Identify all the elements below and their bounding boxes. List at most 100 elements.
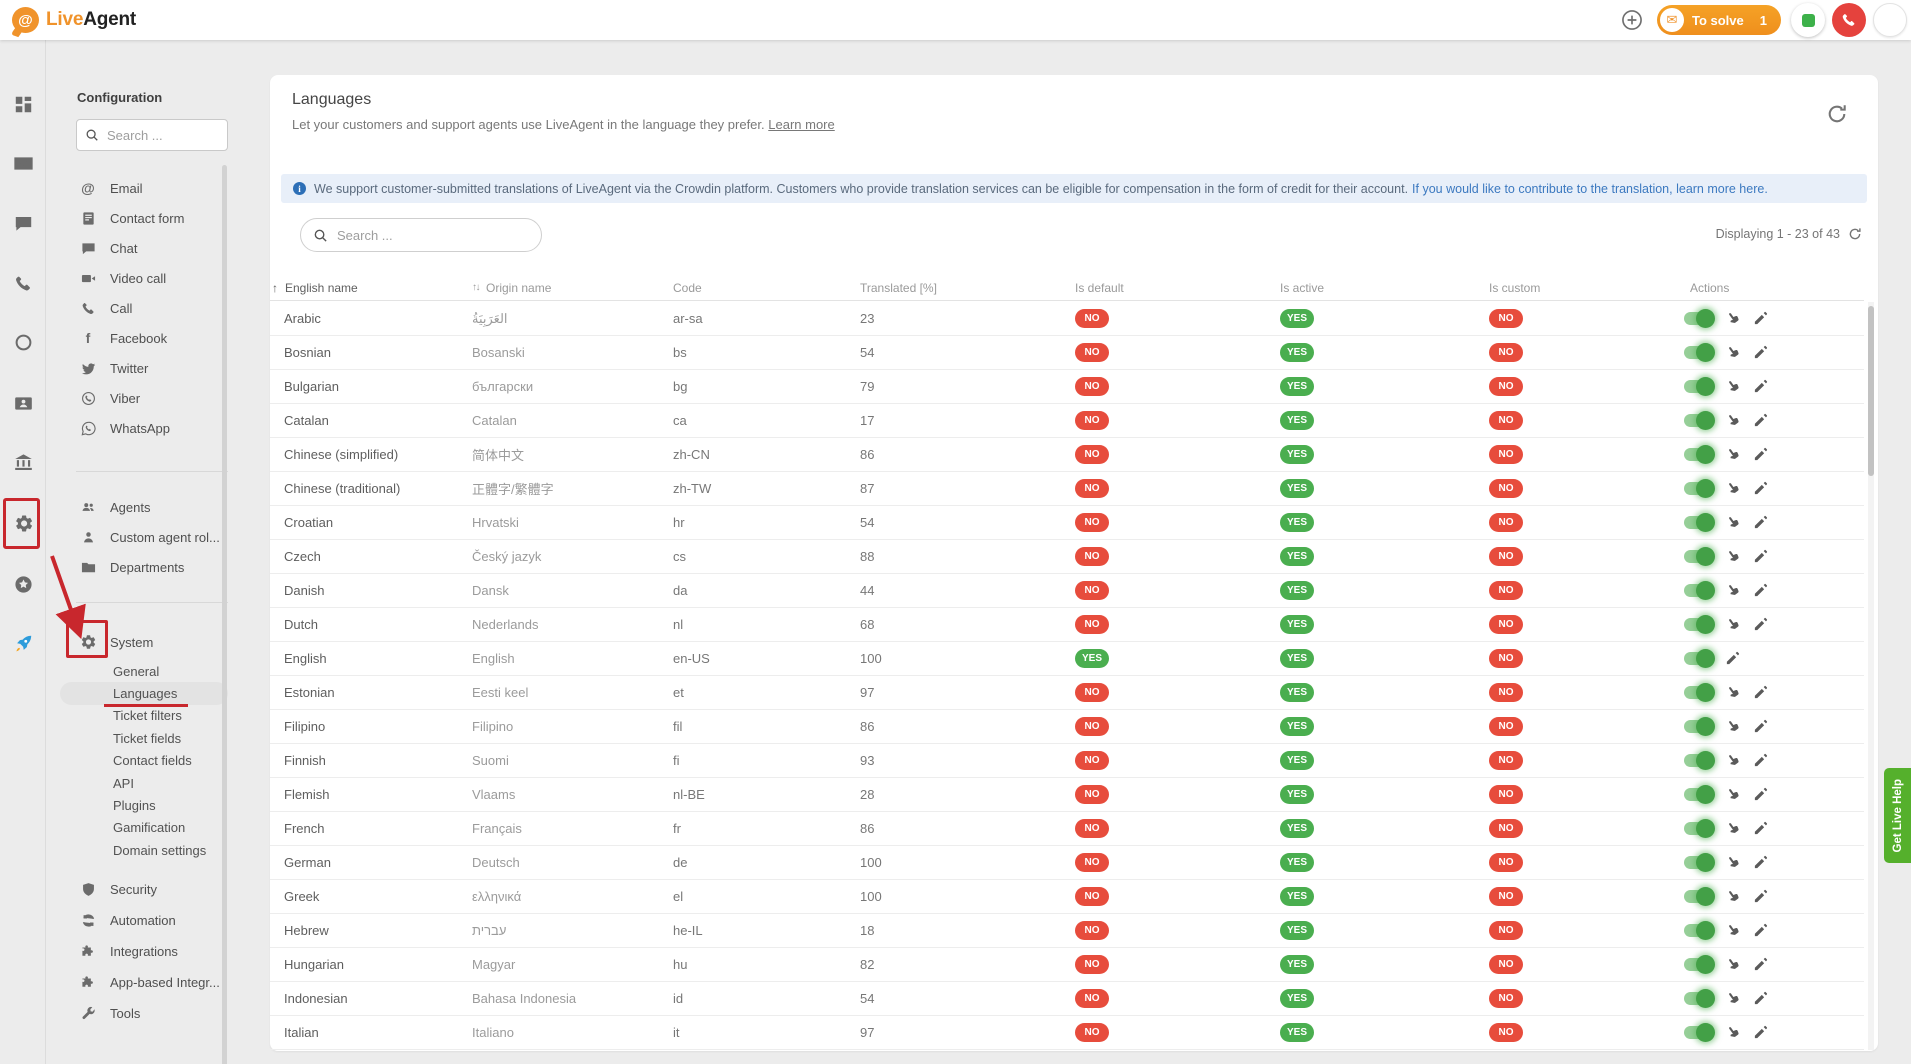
table-search-input[interactable] — [337, 227, 529, 243]
rail-dashboard-button[interactable] — [10, 91, 36, 117]
rail-chat-button[interactable] — [10, 210, 36, 236]
set-default-hand-icon[interactable] — [1725, 719, 1740, 734]
edit-pencil-icon[interactable] — [1753, 481, 1768, 496]
active-toggle[interactable] — [1684, 989, 1715, 1008]
set-default-hand-icon[interactable] — [1725, 345, 1740, 360]
plus-circle-icon[interactable] — [1621, 9, 1643, 31]
active-toggle[interactable] — [1684, 955, 1715, 974]
banner-link[interactable]: If you would like to contribute to the t… — [1412, 181, 1768, 196]
active-toggle[interactable] — [1684, 853, 1715, 872]
call-status-button[interactable] — [1832, 3, 1866, 37]
edit-pencil-icon[interactable] — [1753, 889, 1768, 904]
active-toggle[interactable] — [1684, 547, 1715, 566]
rail-circle-button[interactable] — [10, 329, 36, 355]
sidebar-item-ticket-filters[interactable]: Ticket filters — [113, 708, 182, 724]
rail-rocket-button[interactable] — [10, 630, 36, 656]
set-default-hand-icon[interactable] — [1725, 311, 1740, 326]
set-default-hand-icon[interactable] — [1725, 923, 1740, 938]
edit-pencil-icon[interactable] — [1753, 991, 1768, 1006]
edit-pencil-icon[interactable] — [1753, 753, 1768, 768]
set-default-hand-icon[interactable] — [1725, 481, 1740, 496]
sidebar-item-plugins[interactable]: Plugins — [113, 798, 156, 814]
set-default-hand-icon[interactable] — [1725, 1025, 1740, 1040]
sidebar-item-ticket-fields[interactable]: Ticket fields — [113, 730, 182, 746]
get-live-help-tab[interactable]: Get Live Help — [1884, 768, 1911, 863]
edit-pencil-icon[interactable] — [1753, 583, 1768, 598]
edit-pencil-icon[interactable] — [1753, 311, 1768, 326]
edit-pencil-icon[interactable] — [1753, 923, 1768, 938]
header-origin-name[interactable]: ↑↓ Origin name — [472, 280, 552, 295]
chat-status-button[interactable] — [1791, 3, 1825, 37]
header-translated[interactable]: Translated [%] — [860, 280, 937, 295]
edit-pencil-icon[interactable] — [1753, 447, 1768, 462]
edit-pencil-icon[interactable] — [1753, 855, 1768, 870]
header-english-name[interactable]: ↑ English name — [272, 280, 358, 295]
rail-gear-button[interactable] — [10, 510, 36, 536]
set-default-hand-icon[interactable] — [1725, 753, 1740, 768]
sidebar-item-custom-agent-rol[interactable]: Custom agent rol... — [46, 522, 232, 552]
edit-pencil-icon[interactable] — [1753, 821, 1768, 836]
sidebar-item-twitter[interactable]: Twitter — [46, 353, 232, 383]
sidebar-item-integrations[interactable]: Integrations — [46, 936, 232, 967]
active-toggle[interactable] — [1684, 887, 1715, 906]
set-default-hand-icon[interactable] — [1725, 855, 1740, 870]
rail-bank-button[interactable] — [10, 449, 36, 475]
table-search[interactable] — [300, 218, 542, 252]
sidebar-item-email[interactable]: @ Email — [46, 173, 232, 203]
set-default-hand-icon[interactable] — [1725, 821, 1740, 836]
liveagent-logo[interactable]: @ LiveAgent — [10, 7, 136, 38]
sidebar-item-contact-fields[interactable]: Contact fields — [113, 753, 192, 769]
sidebar-item-automation[interactable]: Automation — [46, 905, 232, 936]
sidebar-item-contact-form[interactable]: Contact form — [46, 203, 232, 233]
edit-pencil-icon[interactable] — [1753, 379, 1768, 394]
edit-pencil-icon[interactable] — [1753, 719, 1768, 734]
header-is-active[interactable]: Is active — [1280, 280, 1325, 295]
sidebar-item-system[interactable]: System — [46, 626, 232, 658]
sidebar-item-api[interactable]: API — [113, 775, 134, 791]
set-default-hand-icon[interactable] — [1725, 787, 1740, 802]
edit-pencil-icon[interactable] — [1753, 957, 1768, 972]
set-default-hand-icon[interactable] — [1725, 889, 1740, 904]
active-toggle[interactable] — [1684, 479, 1715, 498]
set-default-hand-icon[interactable] — [1725, 413, 1740, 428]
edit-pencil-icon[interactable] — [1725, 651, 1740, 666]
set-default-hand-icon[interactable] — [1725, 583, 1740, 598]
to-solve-button[interactable]: ✉ To solve 1 — [1656, 5, 1781, 35]
edit-pencil-icon[interactable] — [1753, 1025, 1768, 1040]
active-toggle[interactable] — [1684, 717, 1715, 736]
sidebar-item-app-based-integr[interactable]: App-based Integr... — [46, 967, 232, 998]
active-toggle[interactable] — [1684, 513, 1715, 532]
active-toggle[interactable] — [1684, 751, 1715, 770]
active-toggle[interactable] — [1684, 411, 1715, 430]
edit-pencil-icon[interactable] — [1753, 685, 1768, 700]
config-search[interactable] — [76, 119, 228, 151]
set-default-hand-icon[interactable] — [1725, 515, 1740, 530]
avatar-circle[interactable] — [1873, 3, 1907, 37]
active-toggle[interactable] — [1684, 683, 1715, 702]
rail-phone-button[interactable] — [10, 270, 36, 296]
active-toggle[interactable] — [1684, 377, 1715, 396]
sidebar-item-general[interactable]: General — [113, 663, 160, 679]
edit-pencil-icon[interactable] — [1753, 413, 1768, 428]
table-scrollbar[interactable] — [1868, 302, 1874, 1050]
config-search-input[interactable] — [107, 127, 219, 143]
scrollbar-thumb[interactable] — [1868, 306, 1874, 476]
sidebar-item-viber[interactable]: Viber — [46, 383, 232, 413]
header-is-custom[interactable]: Is custom — [1489, 280, 1541, 295]
edit-pencil-icon[interactable] — [1753, 515, 1768, 530]
set-default-hand-icon[interactable] — [1725, 957, 1740, 972]
active-toggle[interactable] — [1684, 649, 1715, 668]
set-default-hand-icon[interactable] — [1725, 447, 1740, 462]
active-toggle[interactable] — [1684, 343, 1715, 362]
set-default-hand-icon[interactable] — [1725, 379, 1740, 394]
active-toggle[interactable] — [1684, 581, 1715, 600]
sidebar-item-agents[interactable]: Agents — [46, 492, 232, 522]
refresh-icon[interactable] — [1848, 227, 1862, 241]
sidebar-item-gamification[interactable]: Gamification — [113, 820, 186, 836]
edit-pencil-icon[interactable] — [1753, 345, 1768, 360]
edit-pencil-icon[interactable] — [1753, 617, 1768, 632]
active-toggle[interactable] — [1684, 445, 1715, 464]
header-code[interactable]: Code — [673, 280, 702, 295]
sidebar-item-tools[interactable]: Tools — [46, 998, 232, 1029]
set-default-hand-icon[interactable] — [1725, 617, 1740, 632]
